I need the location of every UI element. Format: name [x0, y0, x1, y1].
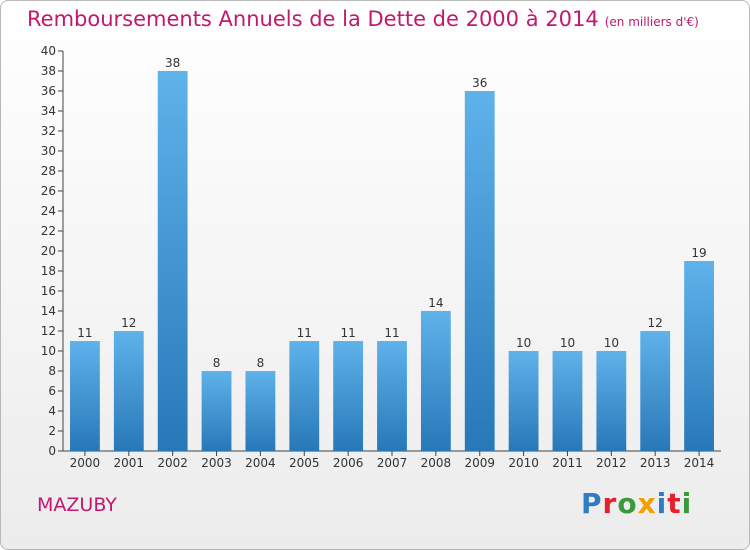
bar-value-label: 19 — [691, 246, 706, 260]
x-tick-label: 2000 — [70, 456, 101, 470]
logo-letter: P — [581, 487, 603, 520]
chart-title: Remboursements Annuels de la Dette de 20… — [27, 7, 699, 31]
y-tick-label: 16 — [41, 284, 56, 298]
x-tick-label: 2001 — [114, 456, 145, 470]
bar-value-label: 8 — [213, 356, 221, 370]
bar-value-label: 11 — [340, 326, 355, 340]
y-tick-label: 32 — [41, 124, 56, 138]
bar-value-label: 10 — [604, 336, 619, 350]
y-tick-label: 2 — [48, 424, 56, 438]
logo-letter: i — [681, 487, 693, 520]
bar — [552, 351, 583, 451]
bar — [201, 371, 232, 451]
bar-value-label: 10 — [516, 336, 531, 350]
y-tick-label: 24 — [41, 204, 56, 218]
y-tick-label: 38 — [41, 64, 56, 78]
y-tick-label: 18 — [41, 264, 56, 278]
x-tick-label: 2010 — [508, 456, 539, 470]
x-tick-label: 2011 — [552, 456, 583, 470]
logo-letter: t — [667, 487, 682, 520]
x-tick-label: 2003 — [201, 456, 232, 470]
bar-value-label: 11 — [297, 326, 312, 340]
x-tick-label: 2012 — [596, 456, 627, 470]
y-tick-label: 12 — [41, 324, 56, 338]
bar-chart: 0246810121416182022242628303234363840200… — [41, 44, 721, 470]
bar-value-label: 12 — [121, 316, 136, 330]
x-tick-label: 2014 — [684, 456, 715, 470]
x-tick-label: 2009 — [464, 456, 495, 470]
bar — [333, 341, 364, 451]
bar — [70, 341, 100, 451]
bar — [464, 91, 495, 451]
x-tick-label: 2006 — [333, 456, 364, 470]
bar-value-label: 11 — [77, 326, 92, 340]
y-tick-label: 34 — [41, 104, 56, 118]
commune-name: MAZUBY — [37, 494, 117, 516]
bar — [596, 351, 627, 451]
bar — [289, 341, 320, 451]
bar — [157, 71, 188, 451]
bar-value-label: 11 — [384, 326, 399, 340]
bar — [420, 311, 451, 451]
x-tick-label: 2005 — [289, 456, 320, 470]
y-tick-label: 0 — [48, 444, 56, 458]
y-tick-label: 10 — [41, 344, 56, 358]
y-tick-label: 8 — [48, 364, 56, 378]
chart-unit: (en milliers d'€) — [604, 15, 699, 29]
bar — [377, 341, 407, 451]
bar-value-label: 14 — [428, 296, 443, 310]
bar-value-label: 10 — [560, 336, 575, 350]
y-tick-label: 26 — [41, 184, 56, 198]
bar — [640, 331, 671, 451]
bar — [684, 261, 714, 451]
y-tick-label: 30 — [41, 144, 56, 158]
y-tick-label: 22 — [41, 224, 56, 238]
logo-letter: i — [656, 487, 668, 520]
y-tick-label: 20 — [41, 244, 56, 258]
logo-letter: o — [617, 487, 638, 520]
y-tick-label: 36 — [41, 84, 56, 98]
bar-value-label: 36 — [472, 76, 487, 90]
x-tick-label: 2013 — [640, 456, 671, 470]
bar — [508, 351, 539, 451]
y-tick-label: 6 — [48, 384, 56, 398]
y-tick-label: 14 — [41, 304, 56, 318]
y-tick-label: 40 — [41, 44, 56, 58]
y-tick-label: 4 — [48, 404, 56, 418]
x-tick-label: 2004 — [245, 456, 276, 470]
x-tick-label: 2002 — [157, 456, 188, 470]
proxiti-logo: Proxiti — [581, 487, 692, 520]
logo-letter: x — [637, 487, 657, 520]
bar-value-label: 12 — [648, 316, 663, 330]
bar-value-label: 8 — [257, 356, 265, 370]
logo-letter: r — [602, 487, 618, 520]
bar — [245, 371, 276, 451]
x-tick-label: 2008 — [421, 456, 452, 470]
x-tick-label: 2007 — [377, 456, 408, 470]
bar — [113, 331, 144, 451]
y-tick-label: 28 — [41, 164, 56, 178]
bar-value-label: 38 — [165, 56, 180, 70]
